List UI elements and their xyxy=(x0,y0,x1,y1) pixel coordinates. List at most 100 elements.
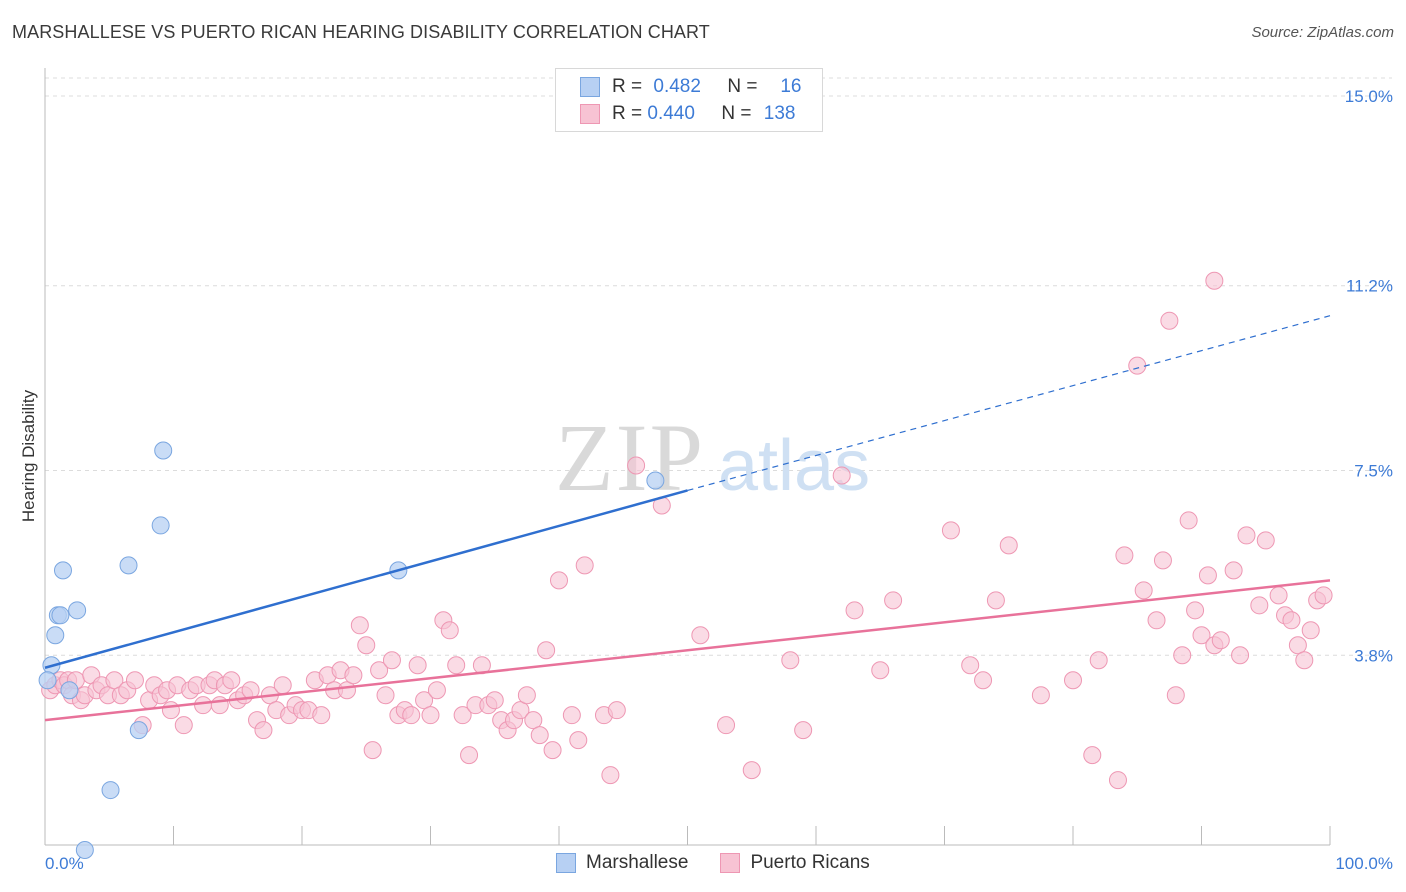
puerto-ricans-point xyxy=(273,676,292,695)
r-label: R = xyxy=(612,103,643,124)
svg-text:atlas: atlas xyxy=(718,426,870,506)
x-tick-label: 0.0% xyxy=(45,854,84,873)
puerto-ricans-point xyxy=(376,686,395,705)
marshallese-trend-line xyxy=(44,489,688,669)
puerto-ricans-point xyxy=(1031,686,1050,705)
puerto-ricans-point xyxy=(254,721,273,740)
stats-row-puerto-ricans: R = 0.440 N = 138 xyxy=(580,102,796,126)
puerto-ricans-point xyxy=(961,656,980,675)
n-label: N = xyxy=(727,76,758,97)
puerto-ricans-point xyxy=(408,656,427,675)
x-tick-label: 100.0% xyxy=(1335,854,1393,873)
marshallese-point xyxy=(646,471,665,490)
puerto-ricans-point xyxy=(1166,686,1185,705)
puerto-ricans-point xyxy=(1192,626,1211,645)
puerto-ricans-point xyxy=(1083,746,1102,765)
puerto-ricans-point xyxy=(537,641,556,660)
marshallese-swatch xyxy=(556,853,576,873)
puerto-ricans-point xyxy=(974,671,993,690)
puerto-ricans-point xyxy=(1211,631,1230,650)
y-axis-title: Hearing Disability xyxy=(19,389,38,522)
marshallese-point xyxy=(38,671,57,690)
marshallese-point xyxy=(75,840,94,859)
puerto-ricans-point xyxy=(370,661,389,680)
puerto-ricans-point xyxy=(447,656,466,675)
puerto-ricans-point xyxy=(1198,566,1217,585)
puerto-ricans-point xyxy=(781,651,800,670)
puerto-ricans-point xyxy=(1134,581,1153,600)
puerto-ricans-point xyxy=(1173,646,1192,665)
marshallese-point xyxy=(154,441,173,460)
n-label: N = xyxy=(721,103,752,124)
puerto-ricans-point xyxy=(691,626,710,645)
puerto-ricans-point xyxy=(440,621,459,640)
puerto-ricans-point xyxy=(524,711,543,730)
puerto-ricans-point xyxy=(1224,561,1243,580)
puerto-ricans-point xyxy=(1205,271,1224,290)
chart-title: MARSHALLESE VS PUERTO RICAN HEARING DISA… xyxy=(12,22,710,42)
marshallese-point xyxy=(53,561,72,580)
puerto-ricans-point xyxy=(575,556,594,575)
puerto-ricans-point xyxy=(1250,596,1269,615)
marshallese-point xyxy=(151,516,170,535)
puerto-ricans-point xyxy=(1160,311,1179,330)
puerto-ricans-point xyxy=(742,761,761,780)
puerto-ricans-point xyxy=(1282,611,1301,630)
puerto-ricans-point xyxy=(1089,651,1108,670)
marshallese-point xyxy=(129,721,148,740)
puerto-ricans-point xyxy=(350,616,369,635)
legend-label: Puerto Ricans xyxy=(750,852,870,873)
puerto-ricans-point xyxy=(607,701,626,720)
puerto-ricans-point xyxy=(1128,356,1147,375)
data-points xyxy=(38,271,1333,859)
puerto-ricans-point xyxy=(871,661,890,680)
marshallese-point xyxy=(60,681,79,700)
puerto-ricans-point xyxy=(569,731,588,750)
puerto-ricans-swatch xyxy=(580,104,600,124)
puerto-ricans-point xyxy=(530,726,549,745)
puerto-ricans-point xyxy=(453,706,472,725)
puerto-ricans-point xyxy=(794,721,813,740)
puerto-ricans-point xyxy=(174,716,193,735)
puerto-ricans-point xyxy=(460,746,479,765)
y-tick-label: 11.2% xyxy=(1346,277,1393,296)
trend-lines xyxy=(44,315,1331,722)
puerto-ricans-point xyxy=(312,706,331,725)
marshallese-point xyxy=(101,781,120,800)
puerto-ricans-point xyxy=(125,671,144,690)
puerto-ricans-point xyxy=(402,706,421,725)
puerto-ricans-point xyxy=(543,741,562,760)
puerto-ricans-point xyxy=(194,696,213,715)
n-value: 16 xyxy=(780,76,802,97)
puerto-ricans-point xyxy=(363,741,382,760)
puerto-ricans-point xyxy=(1115,546,1134,565)
legend-item-marshallese[interactable]: Marshallese xyxy=(556,852,688,874)
puerto-ricans-point xyxy=(884,591,903,610)
y-tick-label: 3.8% xyxy=(1354,646,1393,665)
puerto-ricans-point xyxy=(337,681,356,700)
puerto-ricans-point xyxy=(1108,771,1127,790)
marshallese-point xyxy=(68,601,87,620)
puerto-ricans-point xyxy=(161,701,180,720)
puerto-ricans-point xyxy=(1256,531,1275,550)
r-value: 0.482 xyxy=(653,76,701,97)
legend-label: Marshallese xyxy=(586,852,689,873)
svg-text:ZIP: ZIP xyxy=(555,404,705,511)
y-tick-label: 15.0% xyxy=(1345,87,1393,106)
stats-legend: R = 0.482 N = 16 R = 0.440 N = 138 xyxy=(555,68,823,132)
r-label: R = xyxy=(612,76,643,97)
tick-labels: 3.8% 7.5% 11.2% 15.0% 0.0% 100.0% Hearing Disa… xyxy=(19,87,1393,873)
marshallese-point xyxy=(119,556,138,575)
puerto-ricans-point xyxy=(999,536,1018,555)
puerto-ricans-trend-line xyxy=(44,579,1331,722)
puerto-ricans-point xyxy=(1314,586,1333,605)
puerto-ricans-point xyxy=(382,651,401,670)
stats-row-marshallese: R = 0.482 N = 16 xyxy=(580,75,802,99)
puerto-ricans-point xyxy=(1153,551,1172,570)
marshallese-trend-extension xyxy=(687,315,1331,492)
puerto-ricans-swatch xyxy=(720,853,741,873)
puerto-ricans-point xyxy=(357,636,376,655)
legend-item-puerto-ricans[interactable]: Puerto Ricans xyxy=(720,852,870,874)
puerto-ricans-point xyxy=(511,701,530,720)
puerto-ricans-point xyxy=(517,686,536,705)
